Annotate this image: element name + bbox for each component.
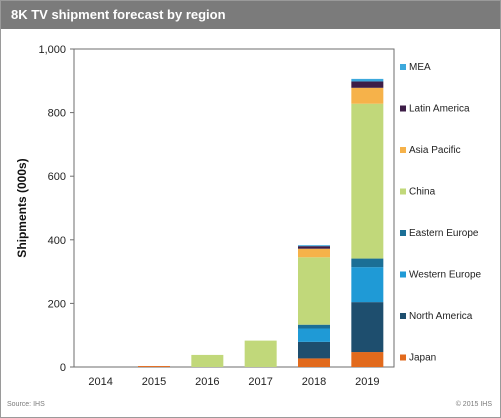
bar-china-2016 xyxy=(191,354,224,367)
x-tick-label: 2016 xyxy=(195,376,219,388)
legend-swatch-western-europe xyxy=(400,271,406,278)
y-tick-label: 600 xyxy=(48,171,66,183)
source-note: Source: IHS xyxy=(7,401,45,408)
legend-swatch-latin-america xyxy=(400,105,406,112)
x-tick-label: 2015 xyxy=(142,376,166,388)
bar-japan-2018 xyxy=(298,358,330,367)
legend-swatch-mea xyxy=(400,64,406,70)
bar-eastern-europe-2019 xyxy=(351,258,384,268)
bar-mea-2019 xyxy=(351,78,384,82)
legend-swatch-north-america xyxy=(400,313,406,319)
bar-latin-america-2019 xyxy=(351,81,384,88)
legend-swatch-china xyxy=(400,188,406,195)
legend: MEA Latin America Asia Pacific China Eastern… xyxy=(400,62,482,364)
x-tick-label: 2014 xyxy=(88,376,112,388)
x-tick-label: 2017 xyxy=(248,376,272,388)
y-tick-label: 200 xyxy=(48,298,66,310)
bars xyxy=(138,78,384,367)
bar-china-2019 xyxy=(351,103,384,259)
bar-western-europe-2019 xyxy=(351,267,384,303)
bar-japan-2015 xyxy=(138,366,170,367)
axes: 0 200 400 600 800 1,000 Shipments (000s) 2014 20… xyxy=(15,44,395,388)
bar-mea-2018 xyxy=(298,245,330,247)
y-tick-label: 800 xyxy=(48,108,66,120)
chart-title: 8K TV shipment forecast by region xyxy=(11,7,226,22)
y-tick-label: 400 xyxy=(48,235,66,247)
legend-swatch-japan xyxy=(400,354,406,361)
bar-china-2018 xyxy=(298,257,330,325)
y-tick-label: 0 xyxy=(60,362,66,374)
bar-north-america-2019 xyxy=(351,302,384,353)
x-tick-label: 2019 xyxy=(355,376,379,388)
legend-label-latin-america: Latin America xyxy=(409,104,470,115)
legend-label-japan: Japan xyxy=(409,353,436,364)
legend-label-western-europe: Western Europe xyxy=(409,270,482,281)
bar-latin-america-2018 xyxy=(298,246,330,249)
title-bar: 8K TV shipment forecast by region xyxy=(1,1,500,29)
bar-eastern-europe-2018 xyxy=(298,324,330,329)
copyright-note: © 2015 IHS xyxy=(455,401,492,408)
bar-china-2017 xyxy=(244,340,277,367)
x-tick-label: 2018 xyxy=(302,376,326,388)
plot-area xyxy=(73,48,395,368)
legend-label-asia-pacific: Asia Pacific xyxy=(409,145,461,156)
legend-label-eastern-europe: Eastern Europe xyxy=(409,228,479,239)
bar-north-america-2018 xyxy=(298,341,330,359)
bar-asia-pacific-2018 xyxy=(298,248,330,258)
legend-swatch-eastern-europe xyxy=(400,230,406,236)
y-tick-label: 1,000 xyxy=(38,44,66,56)
bar-japan-2019 xyxy=(351,352,384,367)
y-axis-label: Shipments (000s) xyxy=(15,158,29,257)
legend-swatch-asia-pacific xyxy=(400,147,406,153)
bar-western-europe-2018 xyxy=(298,328,330,342)
bar-asia-pacific-2019 xyxy=(351,87,384,104)
legend-label-china: China xyxy=(409,187,436,198)
legend-label-mea: MEA xyxy=(409,62,431,73)
legend-label-north-america: North America xyxy=(409,311,473,322)
